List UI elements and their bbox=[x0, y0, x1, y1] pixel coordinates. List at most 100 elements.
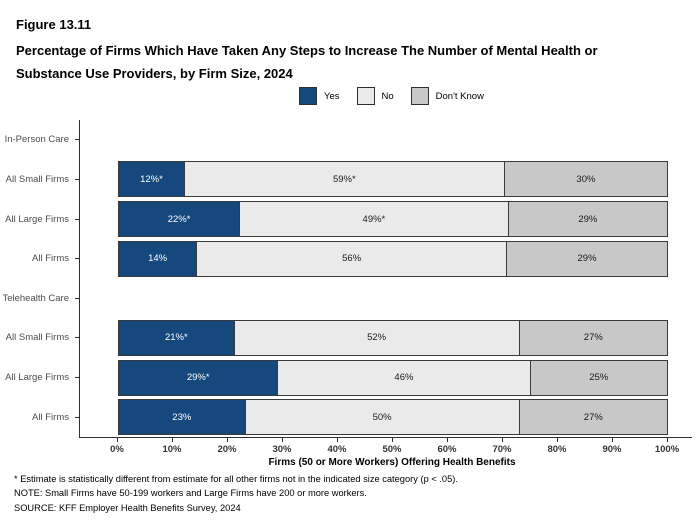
x-axis-tick-label: 40% bbox=[327, 444, 347, 455]
x-axis-tick-label: 100% bbox=[654, 444, 680, 455]
x-axis-title: Firms (50 or More Workers) Offering Heal… bbox=[268, 457, 516, 468]
legend: Yes No Don't Know bbox=[299, 87, 484, 105]
x-axis-tick bbox=[337, 438, 338, 442]
bar-segment-no: 50% bbox=[245, 399, 520, 436]
x-axis-tick-label: 90% bbox=[602, 444, 622, 455]
stacked-bar: 21%* 52% 27% bbox=[118, 319, 668, 356]
legend-label: No bbox=[381, 90, 394, 102]
bar-segment-don-t-know: 29% bbox=[507, 240, 668, 277]
y-axis-label: In-Person Care bbox=[4, 134, 69, 146]
legend-item: No bbox=[356, 87, 394, 105]
x-axis-tick-label: 0% bbox=[110, 444, 124, 455]
bar-segment-no: 49%* bbox=[240, 201, 509, 238]
x-axis-tick bbox=[227, 438, 228, 442]
y-axis-label: All Small Firms bbox=[5, 332, 69, 344]
x-axis-tick-label: 50% bbox=[382, 444, 402, 455]
plot-panel: 12%* 59%* 30% 22%* 49%* 29% 14% 56% 29% 21%* 52% 27… bbox=[79, 120, 692, 438]
y-axis-label: Telehealth Care bbox=[2, 292, 69, 304]
chart-rows: 12%* 59%* 30% 22%* 49%* 29% 14% 56% 29% 21%* 52% 27… bbox=[80, 120, 692, 437]
bar-segment-yes: 22%* bbox=[118, 201, 241, 238]
chart-title: Percentage of Firms Which Have Taken Any… bbox=[16, 40, 598, 85]
bar-segment-don-t-know: 29% bbox=[508, 201, 669, 238]
legend-item: Don't Know bbox=[410, 87, 484, 105]
x-axis-tick bbox=[392, 438, 393, 442]
y-axis-tick bbox=[75, 377, 79, 379]
y-axis-tick bbox=[75, 297, 79, 299]
chart-row: 12%* 59%* 30% bbox=[80, 160, 692, 200]
y-axis-label-row: All Firms bbox=[0, 397, 79, 437]
x-axis-tick-label: 70% bbox=[492, 444, 512, 455]
x-axis-tick bbox=[117, 438, 118, 442]
legend-swatch-icon bbox=[299, 87, 317, 105]
x-axis-tick-label: 60% bbox=[437, 444, 457, 455]
chart-title-line-2: Substance Use Providers, by Firm Size, 2… bbox=[16, 65, 293, 81]
y-axis-label-row: All Large Firms bbox=[0, 358, 79, 398]
bar-segment-don-t-know: 27% bbox=[519, 319, 668, 356]
bar-segment-yes: 21%* bbox=[118, 319, 235, 356]
y-axis-label: All Large Firms bbox=[5, 372, 69, 384]
chart-row: 14% 56% 29% bbox=[80, 239, 692, 279]
footnote-line: * Estimate is statistically different fr… bbox=[14, 474, 458, 484]
legend-swatch-icon bbox=[356, 87, 375, 105]
y-axis-label-row: All Small Firms bbox=[0, 160, 79, 200]
bar-segment-yes: 12%* bbox=[118, 161, 185, 198]
y-axis-label-row: All Firms bbox=[0, 239, 79, 279]
y-axis-label-row: All Small Firms bbox=[0, 318, 79, 358]
footnote-line: SOURCE: KFF Employer Health Benefits Sur… bbox=[14, 502, 241, 513]
chart-row: 23% 50% 27% bbox=[80, 397, 692, 437]
bar-segment-don-t-know: 27% bbox=[519, 399, 668, 436]
y-axis-tick bbox=[75, 218, 79, 220]
x-axis-tick bbox=[667, 438, 668, 442]
y-axis-label: All Large Firms bbox=[5, 213, 69, 225]
y-axis-tick bbox=[75, 258, 79, 260]
legend-item: Yes bbox=[299, 87, 340, 105]
bar-segment-yes: 14% bbox=[118, 240, 198, 277]
chart-row: 29%* 46% 25% bbox=[80, 358, 692, 398]
x-axis-tick bbox=[447, 438, 448, 442]
stacked-bar: 23% 50% 27% bbox=[118, 399, 668, 436]
legend-swatch-icon bbox=[410, 87, 429, 105]
x-axis-tick bbox=[502, 438, 503, 442]
chart-title-line-1: Percentage of Firms Which Have Taken Any… bbox=[16, 43, 598, 58]
legend-label: Yes bbox=[324, 90, 340, 102]
chart-row: 21%* 52% 27% bbox=[80, 318, 692, 358]
bar-segment-don-t-know: 30% bbox=[504, 161, 668, 198]
bar-segment-no: 59%* bbox=[184, 161, 505, 198]
y-axis-label-row: In-Person Care bbox=[0, 120, 79, 160]
bar-segment-no: 56% bbox=[197, 240, 508, 277]
bar-segment-yes: 23% bbox=[118, 399, 246, 436]
footnote-line: NOTE: Small Firms have 50-199 workers an… bbox=[14, 488, 367, 499]
bar-segment-don-t-know: 25% bbox=[530, 359, 668, 396]
stacked-bar: 14% 56% 29% bbox=[118, 240, 668, 277]
y-axis-label-row: All Large Firms bbox=[0, 199, 79, 239]
stacked-bar: 12%* 59%* 30% bbox=[118, 161, 668, 198]
y-axis-label: All Firms bbox=[32, 253, 69, 265]
x-axis-tick-label: 10% bbox=[162, 444, 182, 455]
y-axis-label-row: Telehealth Care bbox=[0, 279, 79, 319]
x-axis-tick-label: 80% bbox=[547, 444, 567, 455]
figure-number: Figure 13.11 bbox=[16, 17, 92, 32]
stacked-bar: 22%* 49%* 29% bbox=[118, 201, 669, 238]
chart-row-header bbox=[80, 120, 692, 160]
x-axis-tick-label: 30% bbox=[272, 444, 292, 455]
y-axis-tick bbox=[75, 178, 79, 180]
y-axis-tick bbox=[75, 337, 79, 339]
x-axis-tick-label: 20% bbox=[217, 444, 237, 455]
x-axis-tick bbox=[172, 438, 173, 442]
x-axis-tick bbox=[612, 438, 613, 442]
y-axis-tick bbox=[75, 416, 79, 418]
x-axis-tick bbox=[557, 438, 558, 442]
y-axis-label: All Firms bbox=[32, 411, 69, 423]
stacked-bar: 29%* 46% 25% bbox=[118, 359, 668, 396]
footnotes: * Estimate is statistically different fr… bbox=[14, 472, 458, 515]
bar-segment-yes: 29%* bbox=[118, 359, 279, 396]
bar-segment-no: 46% bbox=[278, 359, 531, 396]
y-axis-tick bbox=[75, 139, 79, 141]
chart-row: 22%* 49%* 29% bbox=[80, 199, 692, 239]
legend-label: Don't Know bbox=[435, 90, 484, 102]
x-axis-tick bbox=[282, 438, 283, 442]
y-axis-label: All Small Firms bbox=[5, 173, 69, 185]
chart-row-header bbox=[80, 279, 692, 319]
bar-segment-no: 52% bbox=[234, 319, 520, 356]
